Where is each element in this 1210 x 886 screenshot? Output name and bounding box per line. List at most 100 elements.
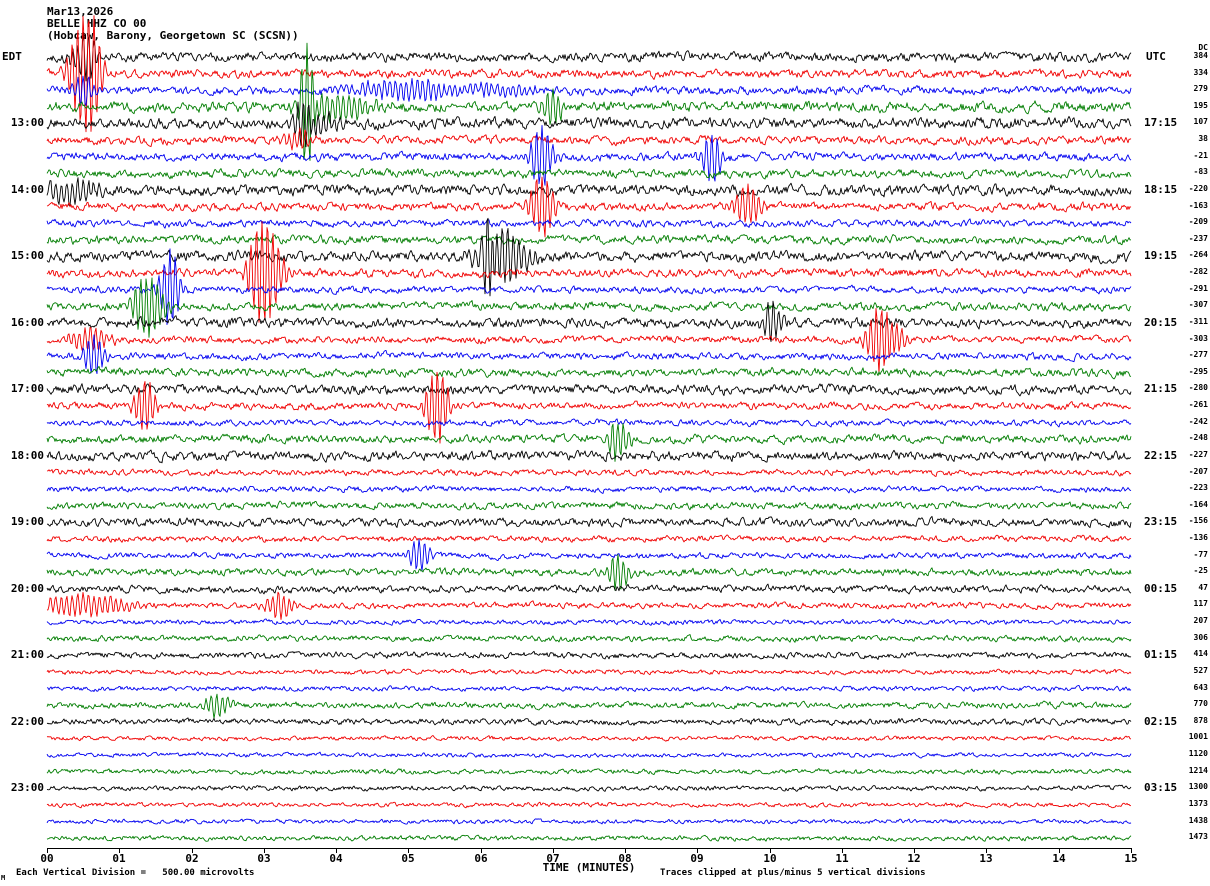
x-tick-label: 06 [474,852,488,865]
dc-value: 334 [1193,68,1208,77]
seismo-trace-row-4 [46,101,1132,148]
seismo-trace-row-10 [46,218,1132,229]
x-tick-mark [1131,848,1132,853]
dc-value: 38 [1198,134,1208,143]
seismo-trace-row-37 [46,668,1132,676]
dc-value: 414 [1193,649,1208,658]
x-tick-label: 05 [401,852,415,865]
seismo-trace-row-22 [46,418,1132,428]
seismo-trace-row-39 [46,693,1132,719]
x-tick-label: 15 [1124,852,1138,865]
dc-value: -282 [1188,267,1208,276]
dc-value: 1373 [1188,799,1208,808]
utc-label: 20:15 [1144,316,1178,329]
dc-value: -156 [1188,516,1208,525]
x-tick-mark [625,848,626,853]
utc-label: 21:15 [1144,382,1178,395]
dc-value: -220 [1188,184,1208,193]
x-tick-mark [264,848,265,853]
edt-label: 19:00 [10,515,44,528]
utc-label: 02:15 [1144,715,1178,728]
right-timezone-label: UTC [1146,50,1166,63]
seismo-trace-row-14 [46,248,1132,326]
x-tick-label: 00 [40,852,54,865]
x-tick-label: 13 [979,852,993,865]
seismo-trace-row-16 [46,300,1132,343]
x-tick-label: 14 [1052,852,1066,865]
dc-value: 1473 [1188,832,1208,841]
seismo-trace-row-7 [46,167,1132,180]
x-tick-label: 11 [835,852,849,865]
dc-value: 1001 [1188,732,1208,741]
x-tick-label: 12 [907,852,921,865]
seismo-trace-row-3 [46,42,1132,161]
dc-value: 279 [1193,84,1208,93]
utc-label: 03:15 [1144,781,1178,794]
dc-value: -311 [1188,317,1208,326]
dc-value: -227 [1188,450,1208,459]
x-tick-mark [986,848,987,853]
x-tick-label: 07 [546,852,560,865]
edt-label: 20:00 [10,582,44,595]
dc-value: -207 [1188,467,1208,476]
seismo-trace-row-15 [46,277,1132,338]
utc-label: 01:15 [1144,648,1178,661]
dc-value: -223 [1188,483,1208,492]
seismo-trace-row-46 [46,818,1132,825]
seismo-trace-row-13 [46,221,1132,323]
x-tick-mark [553,848,554,853]
left-timezone-label: EDT [2,50,22,63]
clip-note: Traces clipped at plus/minus 5 vertical … [660,868,926,878]
x-tick-mark [408,848,409,853]
seismo-trace-row-40 [46,717,1132,726]
x-tick-label: 09 [690,852,704,865]
record-date: Mar13,2026 [47,5,114,18]
dc-value: -21 [1193,151,1208,160]
dc-value: -261 [1188,400,1208,409]
dc-value: -237 [1188,234,1208,243]
utc-label: 23:15 [1144,515,1178,528]
x-tick-mark [481,848,482,853]
seismo-trace-row-41 [46,735,1132,742]
utc-label: 19:15 [1144,249,1178,262]
seismo-trace-row-6 [46,124,1132,186]
seismo-trace-row-19 [46,365,1132,380]
edt-label: 14:00 [10,183,44,196]
x-tick-label: 04 [329,852,343,865]
dc-value: -25 [1193,566,1208,575]
dc-value: -291 [1188,284,1208,293]
dc-value: -242 [1188,417,1208,426]
seismo-trace-row-11 [46,234,1132,246]
x-tick-mark [1059,848,1060,853]
dc-value: -136 [1188,533,1208,542]
dc-value: -248 [1188,433,1208,442]
dc-value: 384 [1193,51,1208,60]
edt-label: 13:00 [10,116,44,129]
dc-value: 195 [1193,101,1208,110]
dc-value: 878 [1193,716,1208,725]
seismo-trace-row-18 [46,334,1132,375]
seismo-trace-row-17 [46,307,1132,374]
dc-value: 770 [1193,699,1208,708]
seismo-trace-row-29 [46,534,1132,543]
x-tick-label: 10 [763,852,777,865]
edt-label: 17:00 [10,382,44,395]
dc-value: 47 [1198,583,1208,592]
dc-value: -163 [1188,201,1208,210]
seismo-trace-row-44 [46,784,1132,792]
seismo-trace-row-43 [46,768,1132,776]
dc-value: -83 [1193,167,1208,176]
dc-value: 643 [1193,683,1208,692]
dc-value: -303 [1188,334,1208,343]
seismo-trace-row-26 [46,485,1132,494]
dc-value: -295 [1188,367,1208,376]
seismo-trace-row-32 [46,583,1132,595]
seismo-trace-row-38 [46,684,1132,693]
x-tick-label: 02 [185,852,199,865]
seismo-trace-row-36 [46,650,1132,660]
dc-value: -264 [1188,250,1208,259]
station-location: (Hobcaw, Barony, Georgetown SC (SCSN)) [47,29,299,42]
seismo-trace-row-30 [46,538,1132,572]
